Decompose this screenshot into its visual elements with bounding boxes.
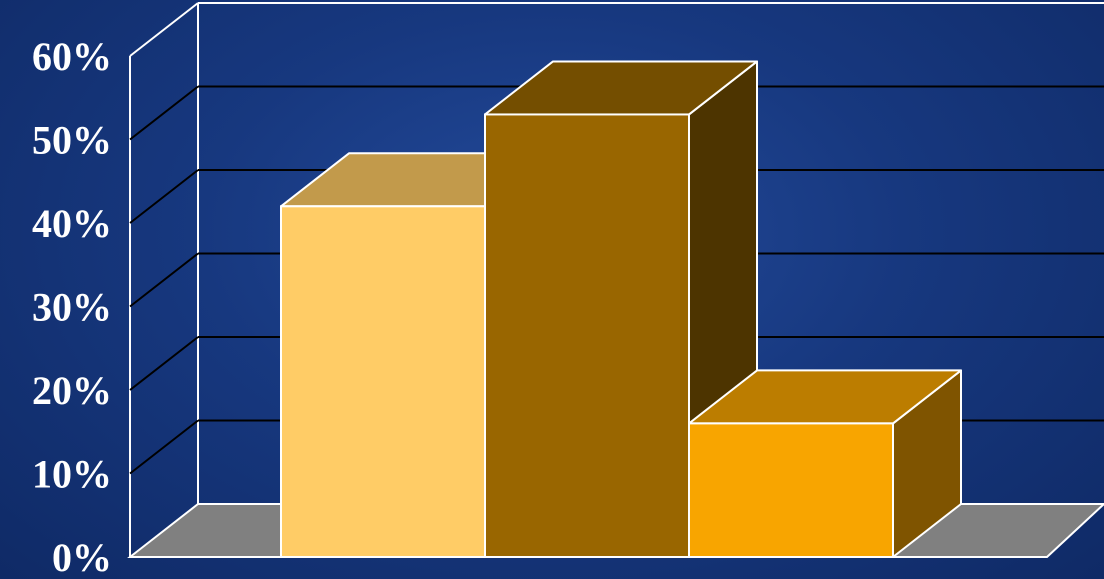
bar-3 [688, 369, 962, 558]
bar-front [688, 422, 894, 558]
bar-front [484, 113, 690, 558]
y-tick-label: 10% [32, 452, 112, 497]
y-tick-label: 30% [32, 285, 112, 330]
bar-front [280, 205, 486, 559]
gridline-wall [129, 336, 199, 391]
bars [280, 60, 962, 559]
gridline-wall [129, 85, 199, 141]
wall-top-edge [129, 2, 199, 57]
gridline-wall [129, 252, 199, 308]
bar-2 [484, 60, 758, 558]
gridline-wall [129, 419, 199, 475]
gridline-wall [129, 169, 199, 224]
y-tick-label: 50% [32, 118, 112, 163]
y-tick-label: 40% [32, 201, 112, 246]
y-tick-label: 0% [52, 535, 112, 579]
y-axis-tick-labels: 0% 10% 20% 30% 40% 50% 60% [32, 34, 112, 579]
y-tick-label: 20% [32, 368, 112, 413]
y-tick-label: 60% [32, 34, 112, 79]
